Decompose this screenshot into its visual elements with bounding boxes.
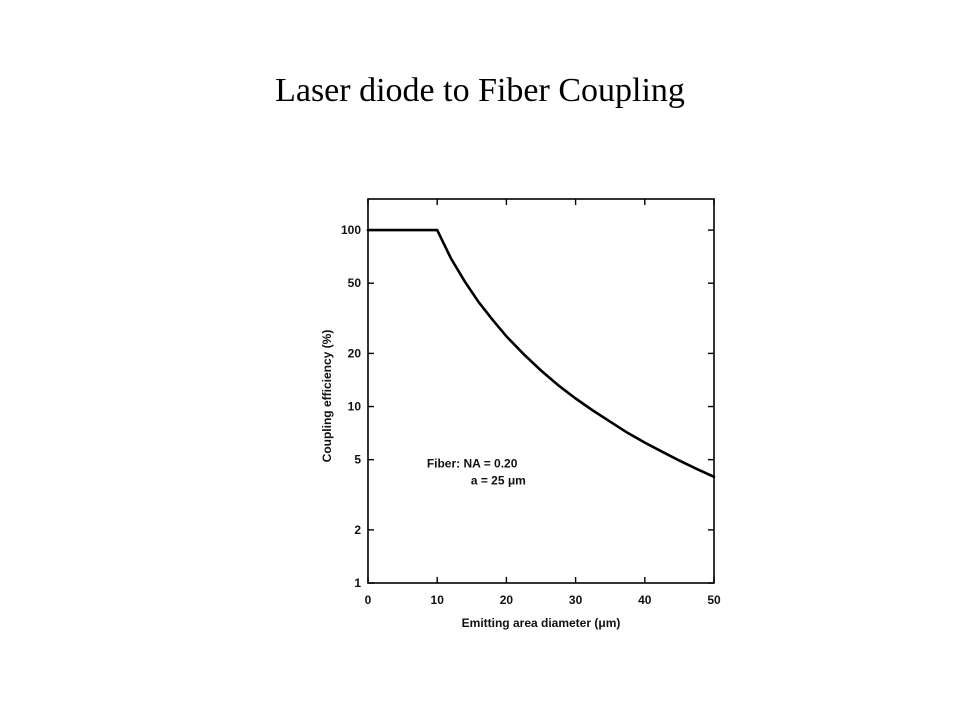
y-tick-label: 100 bbox=[341, 223, 361, 237]
y-axis-ticks: 1 2 5 10 20 50 100 bbox=[341, 223, 714, 590]
y-axis-label: Coupling efficiency (%) bbox=[320, 330, 334, 463]
y-tick-label: 5 bbox=[354, 453, 361, 467]
x-tick-label: 0 bbox=[365, 593, 372, 607]
slide-title: Laser diode to Fiber Coupling bbox=[275, 72, 685, 109]
fiber-annotation-line2: a = 25 μm bbox=[471, 474, 526, 488]
x-tick-label: 20 bbox=[500, 593, 514, 607]
y-tick-label: 20 bbox=[348, 346, 362, 360]
x-axis-label: Emitting area diameter (μm) bbox=[462, 616, 621, 630]
x-tick-label: 30 bbox=[569, 593, 583, 607]
y-tick-label: 1 bbox=[354, 576, 361, 590]
x-tick-label: 40 bbox=[638, 593, 652, 607]
x-axis-ticks: 0 10 20 30 40 50 bbox=[365, 199, 721, 607]
coupling-efficiency-curve bbox=[366, 228, 716, 479]
x-tick-label: 50 bbox=[707, 593, 721, 607]
y-tick-label: 10 bbox=[348, 400, 362, 414]
y-tick-label: 50 bbox=[348, 276, 362, 290]
x-tick-label: 10 bbox=[431, 593, 445, 607]
y-tick-label: 2 bbox=[354, 523, 361, 537]
fiber-annotation-line1: Fiber: NA = 0.20 bbox=[427, 457, 518, 471]
series-layer bbox=[366, 228, 716, 479]
plot-frame bbox=[367, 198, 715, 584]
